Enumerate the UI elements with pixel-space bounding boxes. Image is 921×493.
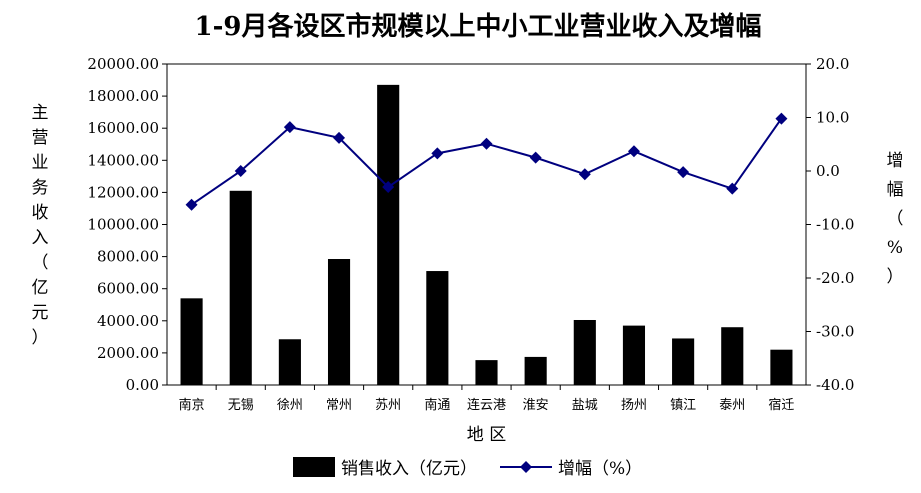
bar	[180, 298, 203, 385]
bar	[377, 84, 400, 386]
category-label: 宿迁	[768, 397, 794, 413]
y-tick-label: 0.00	[126, 376, 159, 394]
growth-point	[283, 121, 296, 134]
y2-tick-label: 10.0	[816, 109, 849, 127]
category-label: 连云港	[467, 397, 506, 413]
growth-point	[333, 131, 346, 144]
growth-point	[578, 168, 591, 181]
y-tick-label: 10000.00	[87, 216, 159, 234]
category-label: 无锡	[228, 398, 254, 413]
growth-point	[529, 151, 542, 164]
category-label: 常州	[326, 398, 352, 413]
y-tick-label: 20000.00	[87, 55, 159, 73]
bar	[622, 325, 646, 385]
growth-point	[775, 112, 788, 125]
category-label: 淮安	[523, 398, 549, 413]
growth-point	[431, 147, 444, 160]
y-tick-label: 18000.00	[87, 87, 159, 105]
bar	[524, 356, 547, 385]
y2-tick-label: -30.0	[816, 323, 854, 341]
legend-bar-label: 销售收入（亿元）	[341, 459, 477, 479]
category-label: 徐州	[277, 398, 303, 413]
growth-point	[480, 137, 493, 150]
y2-tick-label: -10.0	[816, 216, 854, 234]
bar	[770, 349, 793, 385]
chart-title: 1-9月各设区市规模以上中小工业营业收入及增幅	[195, 11, 762, 42]
growth-line	[191, 117, 783, 206]
bar	[573, 319, 596, 385]
growth-point	[185, 198, 198, 211]
category-label: 南通	[424, 397, 450, 413]
bar	[721, 327, 744, 385]
growth-point	[726, 182, 739, 195]
y2-axis-title: 增幅（%）	[887, 151, 904, 287]
y2-tick-label: -20.0	[816, 269, 854, 287]
growth-point	[382, 181, 395, 194]
x-axis-title: 地 区	[467, 425, 506, 445]
bar	[327, 259, 351, 385]
category-label: 扬州	[621, 398, 647, 413]
category-label: 盐城	[572, 398, 598, 413]
bar	[229, 190, 252, 385]
bar	[475, 360, 498, 385]
y-tick-label: 4000.00	[97, 312, 159, 330]
plot-area: 0.00 2000.00 4000.00 6000.00 8000.00 10000.00…	[32, 55, 904, 479]
y-tick-label: 6000.00	[97, 280, 159, 298]
growth-point	[627, 145, 640, 158]
category-label: 镇江	[670, 398, 696, 413]
bar	[278, 339, 301, 385]
plot-frame	[166, 63, 807, 386]
legend-line-marker	[520, 461, 532, 473]
y-tick-label: 12000.00	[87, 183, 159, 201]
legend-bar-swatch	[293, 457, 335, 477]
bar	[672, 338, 695, 385]
y2-tick-label: 0.0	[816, 162, 840, 180]
growth-point	[234, 165, 247, 177]
y2-tick-label: 20.0	[816, 55, 849, 73]
legend: 销售收入（亿元） 增幅（%）	[293, 457, 642, 479]
y-tick-label: 16000.00	[87, 119, 159, 137]
bar	[426, 271, 449, 385]
y-tick-label: 8000.00	[97, 248, 159, 266]
growth-point	[677, 166, 690, 179]
y2-tick-label: -40.0	[816, 376, 854, 394]
category-label: 泰州	[719, 398, 745, 413]
y-tick-label: 14000.00	[87, 151, 159, 169]
category-label: 南京	[179, 397, 205, 413]
category-label: 苏州	[375, 397, 401, 413]
y-tick-label: 2000.00	[97, 344, 159, 362]
y-axis-title: 主营业务收入（亿元）	[32, 103, 49, 348]
legend-line-label: 增幅（%）	[558, 459, 642, 479]
